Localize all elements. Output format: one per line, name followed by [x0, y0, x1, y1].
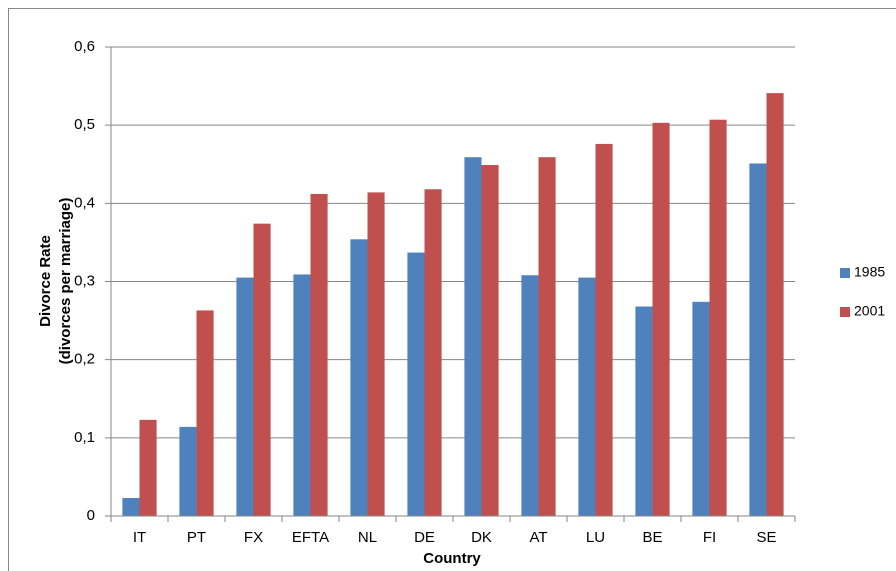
bar — [464, 157, 482, 516]
bar — [293, 274, 311, 516]
bar — [196, 310, 214, 516]
x-axis-title: Country — [423, 550, 481, 567]
bar — [766, 93, 784, 516]
bar — [253, 223, 271, 516]
bar — [652, 122, 670, 517]
y-tick-label: 0,1 — [74, 429, 95, 446]
bar — [122, 498, 140, 516]
legend-swatch — [840, 307, 850, 317]
bar — [424, 189, 442, 516]
x-tick-label: FX — [244, 529, 263, 546]
y-axis-title: (divorces per marriage) — [57, 198, 74, 365]
bar — [236, 277, 254, 516]
bar — [749, 163, 767, 517]
x-tick-label: SE — [756, 529, 776, 546]
y-tick-label: 0,6 — [74, 38, 95, 55]
x-tick-label: DK — [471, 529, 492, 546]
x-tick-label: BE — [642, 529, 662, 546]
bar — [179, 426, 197, 516]
x-tick-label: DE — [414, 529, 435, 546]
bar — [595, 143, 613, 516]
y-axis-title: Divorce Rate — [37, 235, 54, 327]
legend-swatch — [840, 268, 850, 278]
x-tick-label: EFTA — [292, 529, 329, 546]
bar — [578, 277, 596, 516]
x-tick-label: AT — [529, 529, 547, 546]
y-tick-label: 0,5 — [74, 116, 95, 133]
bar — [538, 157, 556, 516]
bar — [310, 193, 328, 516]
y-tick-label: 0,3 — [74, 272, 95, 289]
y-tick-label: 0,2 — [74, 351, 95, 368]
bar — [350, 239, 368, 517]
x-tick-label: NL — [358, 529, 377, 546]
legend-label: 1985 — [854, 264, 885, 280]
y-tick-label: 0 — [87, 507, 95, 524]
bar — [367, 192, 385, 516]
bar — [709, 119, 727, 516]
bar — [139, 419, 157, 516]
legend-label: 2001 — [854, 303, 885, 319]
x-tick-label: FI — [703, 529, 716, 546]
bar — [481, 165, 499, 516]
x-tick-label: PT — [187, 529, 206, 546]
bar — [521, 275, 539, 516]
x-tick-label: IT — [133, 529, 146, 546]
y-tick-label: 0,4 — [74, 194, 95, 211]
bar — [407, 252, 425, 516]
bar — [635, 306, 653, 516]
x-tick-label: LU — [586, 529, 605, 546]
bar — [692, 301, 710, 516]
